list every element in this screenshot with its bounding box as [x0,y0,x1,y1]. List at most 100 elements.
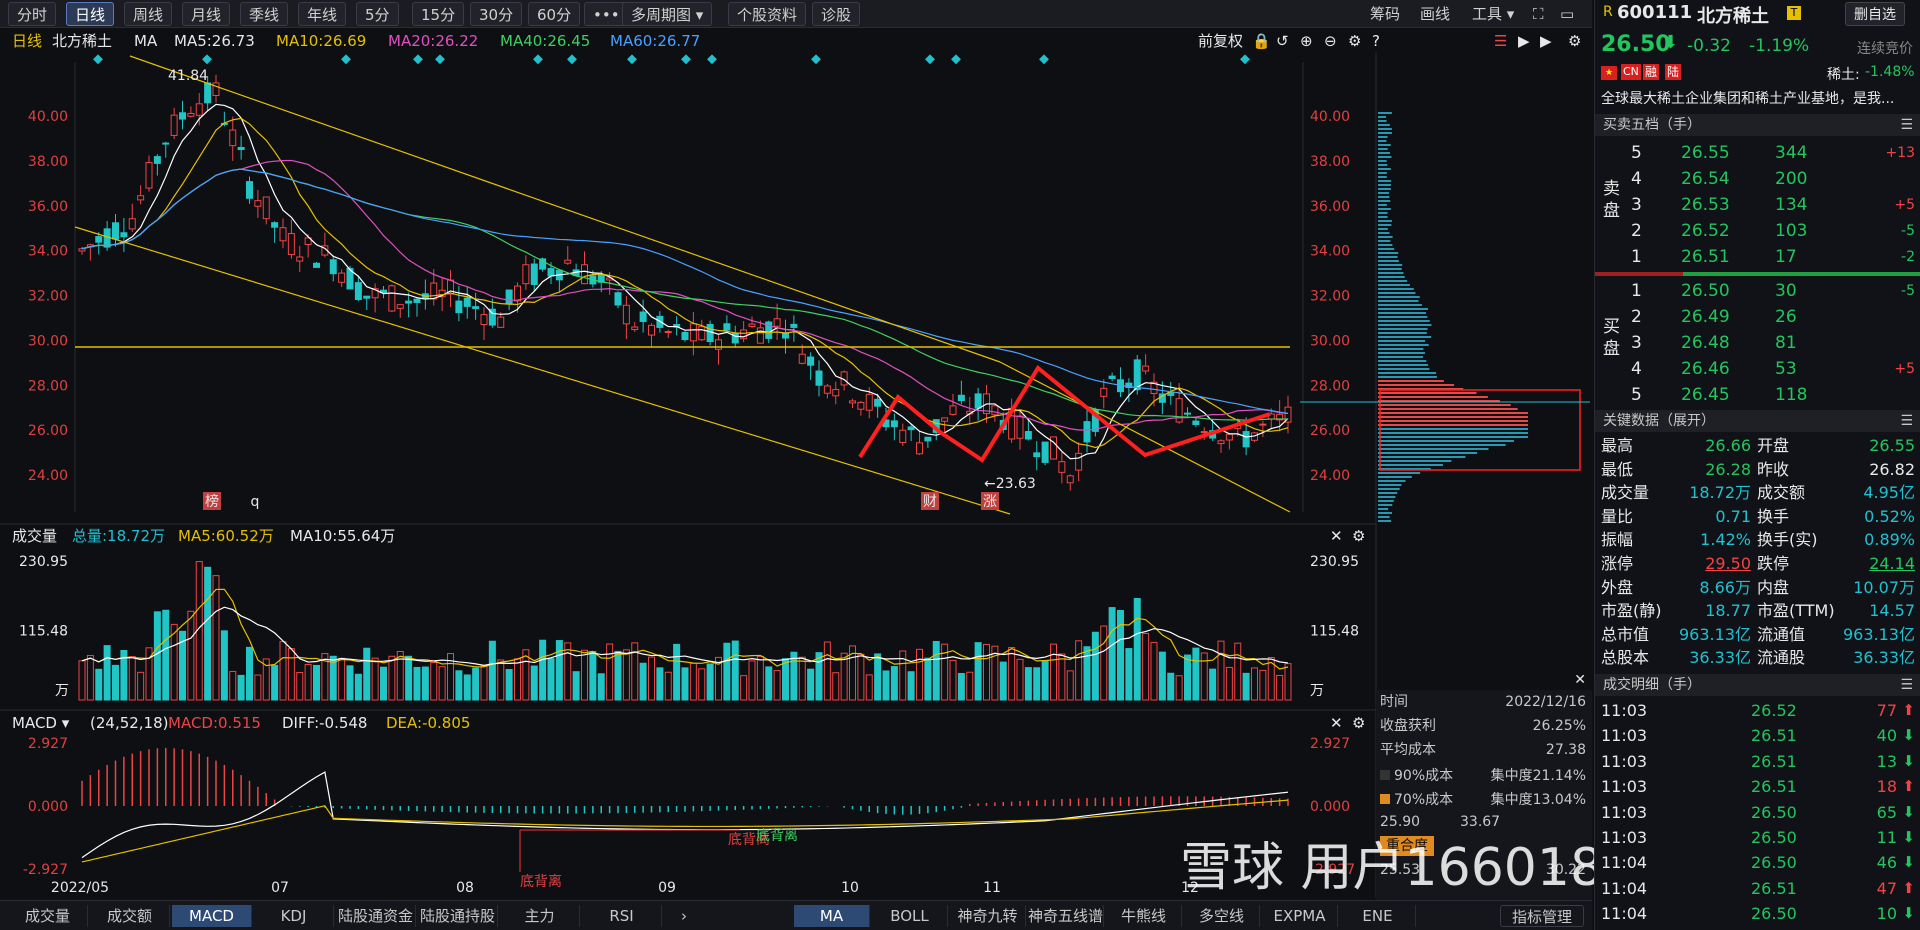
ma-label[interactable]: MA [134,32,158,50]
overlay-tab[interactable]: 多空线 [1184,905,1260,927]
remove-watchlist-button[interactable]: 删自选 [1845,2,1905,26]
period-tab[interactable]: 5分 [356,2,399,26]
period-tab[interactable]: 30分 [470,2,523,26]
period-tab[interactable]: 周线 [124,2,173,26]
panel-settings-icon[interactable]: ⚙ [1568,32,1582,50]
period-tab[interactable]: 月线 [182,2,231,26]
candle-body [120,232,128,238]
tools-button[interactable]: 工具 ▾ [1472,5,1515,23]
sector-label: 稀土: [1827,67,1860,83]
company-desc[interactable]: 全球最大稀土企业集团和稀土产业基地，是我... [1601,91,1895,107]
settings-icon[interactable]: ⚙ [1352,714,1366,732]
zoom-in-icon[interactable]: ⊕ [1300,32,1313,50]
indicator-tab[interactable]: 成交量 [8,905,88,927]
event-marker-icon[interactable] [1240,54,1250,65]
indicator-tab[interactable]: 主力 [500,905,580,927]
indicator-tab[interactable]: 陆股通持股 [418,905,498,927]
event-tag-label[interactable]: q [251,494,260,510]
indicator-tab[interactable]: RSI [582,905,662,927]
indicator-tab[interactable]: MACD [172,905,252,927]
period-tab[interactable]: ••• [584,2,629,26]
period-tab[interactable]: 多周期图 ▾ [622,2,713,26]
orderbook-row[interactable]: 2 26.52 103 -5 [1595,218,1920,244]
overlay-tab[interactable]: EXPMA [1262,905,1338,927]
event-marker-icon[interactable] [533,54,543,65]
draw-button[interactable]: 画线 [1420,5,1451,23]
indicator-tab[interactable]: 成交额 [90,905,170,927]
trendline-channel[interactable] [999,361,1291,513]
step-icon[interactable]: ▶ [1540,32,1552,50]
event-marker-icon[interactable] [951,54,961,65]
trendline-upper[interactable] [129,55,1001,363]
overlay-tab[interactable]: 牛熊线 [1106,905,1182,927]
orderbook-row[interactable]: 2 26.49 26 [1595,304,1920,330]
event-marker-icon[interactable] [627,54,637,65]
event-tag-label[interactable]: 财 [923,494,937,510]
indicator-icon[interactable]: ☰ [1494,32,1508,50]
orderbook-row[interactable]: 5 26.45 118 [1595,382,1920,408]
settings-icon[interactable]: ⚙ [1348,32,1362,50]
chips-button[interactable]: 筹码 [1370,5,1401,23]
orderbook-row[interactable]: 4 26.54 200 [1595,166,1920,192]
adjust-mode[interactable]: 前复权 [1198,32,1244,50]
indicator-manage-button[interactable]: 指标管理 [1500,905,1584,927]
play-icon[interactable]: ▶ [1518,32,1530,50]
event-tag-icon[interactable] [203,492,221,510]
zoom-out-icon[interactable]: ⊖ [1324,32,1337,50]
event-tag-icon[interactable] [921,492,939,510]
chevron-right-icon[interactable]: › [681,907,687,925]
event-marker-icon[interactable] [567,54,577,65]
period-tab[interactable]: 诊股 [812,2,861,26]
event-tag-label[interactable]: 涨 [983,494,997,510]
menu-icon[interactable]: ☰ [1900,117,1913,133]
overlay-tab[interactable]: 神奇九转 [950,905,1026,927]
close-icon[interactable]: ✕ [1330,527,1343,545]
event-marker-icon[interactable] [202,54,212,65]
overlay-tab[interactable]: 神奇五线谱 [1028,905,1104,927]
fullscreen-icon[interactable]: ⛶ [1533,5,1544,23]
event-tag-icon[interactable] [981,492,999,510]
volume-bar [1251,667,1258,701]
event-marker-icon[interactable] [681,54,691,65]
indicator-tab[interactable]: KDJ [254,905,334,927]
event-marker-icon[interactable] [707,54,717,65]
orderbook-row[interactable]: 3 26.48 81 [1595,330,1920,356]
lock-icon[interactable]: 🔒 [1252,32,1271,50]
orderbook-row[interactable]: 3 26.53 134 +5 [1595,192,1920,218]
settings-icon[interactable]: ⚙ [1352,527,1366,545]
menu-icon[interactable]: ☰ [1900,413,1913,429]
orderbook-row[interactable]: 1 26.50 30 -5 [1595,278,1920,304]
volume-bar [1225,666,1233,701]
period-tab[interactable]: 分时 [8,2,57,26]
overlay-tab[interactable]: BOLL [872,905,948,927]
event-tag-label[interactable]: 榜 [205,493,219,510]
close-icon[interactable]: ✕ [1330,714,1343,732]
trendline-lower[interactable] [74,226,1011,515]
period-tab[interactable]: 季线 [240,2,289,26]
undo-icon[interactable]: ↺ [1276,32,1289,50]
overlay-tab[interactable]: ENE [1340,905,1416,927]
period-tab[interactable]: 个股资料 [728,2,807,26]
help-icon[interactable]: ? [1372,32,1380,50]
event-marker-icon[interactable] [811,54,821,65]
orderbook-row[interactable]: 1 26.51 17 -2 [1595,244,1920,270]
zigzag-annotation[interactable] [858,365,1271,463]
orderbook-row[interactable]: 5 26.55 344 +13 [1595,140,1920,166]
macd-title[interactable]: MACD ▾ [12,714,70,732]
event-marker-icon[interactable] [1039,54,1049,65]
orderbook-row[interactable]: 4 26.46 53 +5 [1595,356,1920,382]
overlap-button[interactable]: 重合度 [1380,836,1434,856]
layout-icon[interactable]: ▭ [1560,5,1575,23]
keydata-title[interactable]: 关键数据（展开） [1603,413,1715,429]
kline-chart[interactable]: 40.00 40.00 38.00 38.00 36.00 36.00 34.00 34.00… [0,52,1592,898]
close-icon[interactable]: ✕ [1574,672,1586,688]
indicator-tab[interactable]: 陆股通资金 [336,905,416,927]
period-tab[interactable]: 年线 [298,2,347,26]
period-tab[interactable]: 15分 [412,2,465,26]
period-tab[interactable]: 日线 [66,2,115,26]
period-tab[interactable]: 60分 [528,2,581,26]
menu-icon[interactable]: ☰ [1900,677,1913,693]
qty-cell: 344 [1775,143,1808,163]
event-marker-icon[interactable] [925,54,935,65]
overlay-tab[interactable]: MA [794,905,870,927]
